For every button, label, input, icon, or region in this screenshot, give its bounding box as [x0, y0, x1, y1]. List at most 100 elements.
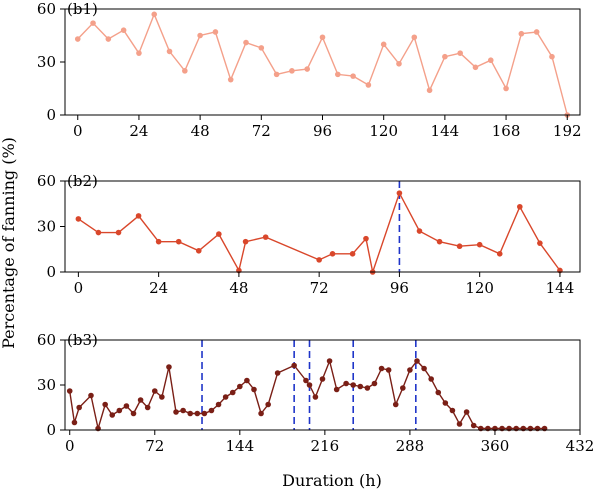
data-point	[442, 53, 448, 60]
data-point	[306, 382, 313, 388]
panel-label: (b2)	[67, 172, 98, 190]
data-point	[411, 34, 418, 41]
data-point	[333, 386, 340, 393]
data-point	[135, 213, 142, 219]
data-point	[343, 380, 349, 387]
data-point	[517, 203, 523, 210]
plot-frame	[64, 339, 581, 431]
x-tick-label: 192	[553, 122, 582, 140]
y-tick-label: 30	[37, 53, 56, 71]
x-tick-label: 48	[191, 122, 210, 140]
data-point	[137, 397, 144, 403]
data-point	[123, 403, 130, 409]
data-point	[496, 251, 503, 257]
x-tick-label: 120	[465, 279, 494, 297]
data-point	[349, 251, 356, 257]
data-point	[378, 365, 385, 372]
x-tick-label: 24	[129, 122, 148, 140]
data-point	[102, 401, 108, 408]
y-tick-label: 60	[37, 172, 56, 190]
data-point	[396, 190, 403, 196]
data-point	[237, 383, 243, 390]
data-point	[463, 409, 470, 415]
data-point	[449, 407, 456, 414]
y-tick-label: 60	[37, 331, 56, 349]
data-point	[130, 410, 137, 417]
x-tick-label: 96	[313, 122, 332, 140]
data-point	[476, 241, 483, 248]
x-tick-label: 432	[566, 437, 595, 455]
data-point	[326, 358, 333, 364]
data-point	[194, 410, 201, 417]
panel-label: (b1)	[67, 0, 98, 18]
data-point	[262, 234, 269, 240]
data-point	[334, 71, 341, 78]
shared-x-axis-label: Duration (h)	[282, 471, 382, 490]
data-point	[197, 32, 203, 39]
data-point	[105, 36, 112, 42]
data-point	[456, 421, 463, 427]
x-tick-label: 72	[145, 437, 164, 455]
y-tick-label: 30	[37, 376, 56, 394]
data-point	[265, 401, 271, 408]
shared-y-axis-label: Percentage of fanning (%)	[0, 137, 18, 349]
x-tick-label: 48	[229, 279, 248, 297]
panel-3: 0 72 144 216 288 360 432 0 30 60 (b3)	[37, 331, 594, 455]
data-point	[180, 407, 186, 414]
data-point	[316, 257, 322, 263]
data-point	[227, 76, 234, 83]
x-tick-label: 360	[481, 437, 510, 455]
x-tick-label: 168	[492, 122, 521, 140]
y-tick-label: 0	[46, 421, 56, 439]
x-tick-label: 96	[390, 279, 409, 297]
data-point	[182, 68, 188, 74]
panel-1: 0 24 48 72 96 120 144 168 192 0 30 60 (b1)	[37, 0, 582, 140]
data-point	[289, 68, 295, 74]
data-point	[319, 34, 326, 41]
data-point	[312, 394, 319, 400]
data-point	[166, 48, 173, 55]
data-point	[416, 228, 423, 234]
data-point	[329, 251, 336, 257]
data-point	[470, 422, 477, 429]
data-point	[136, 50, 142, 56]
data-point	[88, 392, 94, 399]
data-point	[304, 66, 311, 72]
data-point	[392, 401, 399, 408]
data-point	[76, 404, 82, 411]
data-point	[396, 60, 402, 67]
x-tick-label: 144	[431, 122, 460, 140]
data-point	[273, 71, 280, 78]
data-point	[357, 383, 364, 390]
data-point	[371, 380, 378, 387]
data-point	[242, 238, 249, 245]
x-tick-label: 72	[252, 122, 271, 140]
data-point	[222, 394, 229, 400]
data-point	[243, 39, 249, 46]
data-point	[533, 29, 540, 35]
panel-label: (b3)	[67, 331, 98, 349]
data-point	[144, 404, 151, 411]
data-point	[175, 238, 182, 245]
data-point	[74, 36, 81, 42]
data-point	[503, 85, 509, 92]
data-point	[487, 57, 494, 64]
data-point	[435, 389, 442, 396]
data-point	[173, 409, 179, 415]
data-point	[472, 64, 479, 71]
series-line	[69, 358, 545, 430]
data-point	[155, 238, 162, 245]
x-tick-label: 0	[65, 437, 75, 455]
data-point	[421, 365, 427, 372]
data-point	[414, 358, 420, 364]
data-point	[303, 377, 309, 384]
data-point	[66, 388, 73, 394]
data-point	[400, 385, 406, 391]
x-tick-label: 144	[225, 437, 254, 455]
y-tick-label: 30	[37, 218, 56, 236]
data-point	[258, 45, 265, 51]
data-point	[229, 389, 236, 396]
data-point	[95, 229, 102, 236]
x-tick-label: 0	[74, 279, 84, 297]
x-tick-label: 24	[149, 279, 168, 297]
